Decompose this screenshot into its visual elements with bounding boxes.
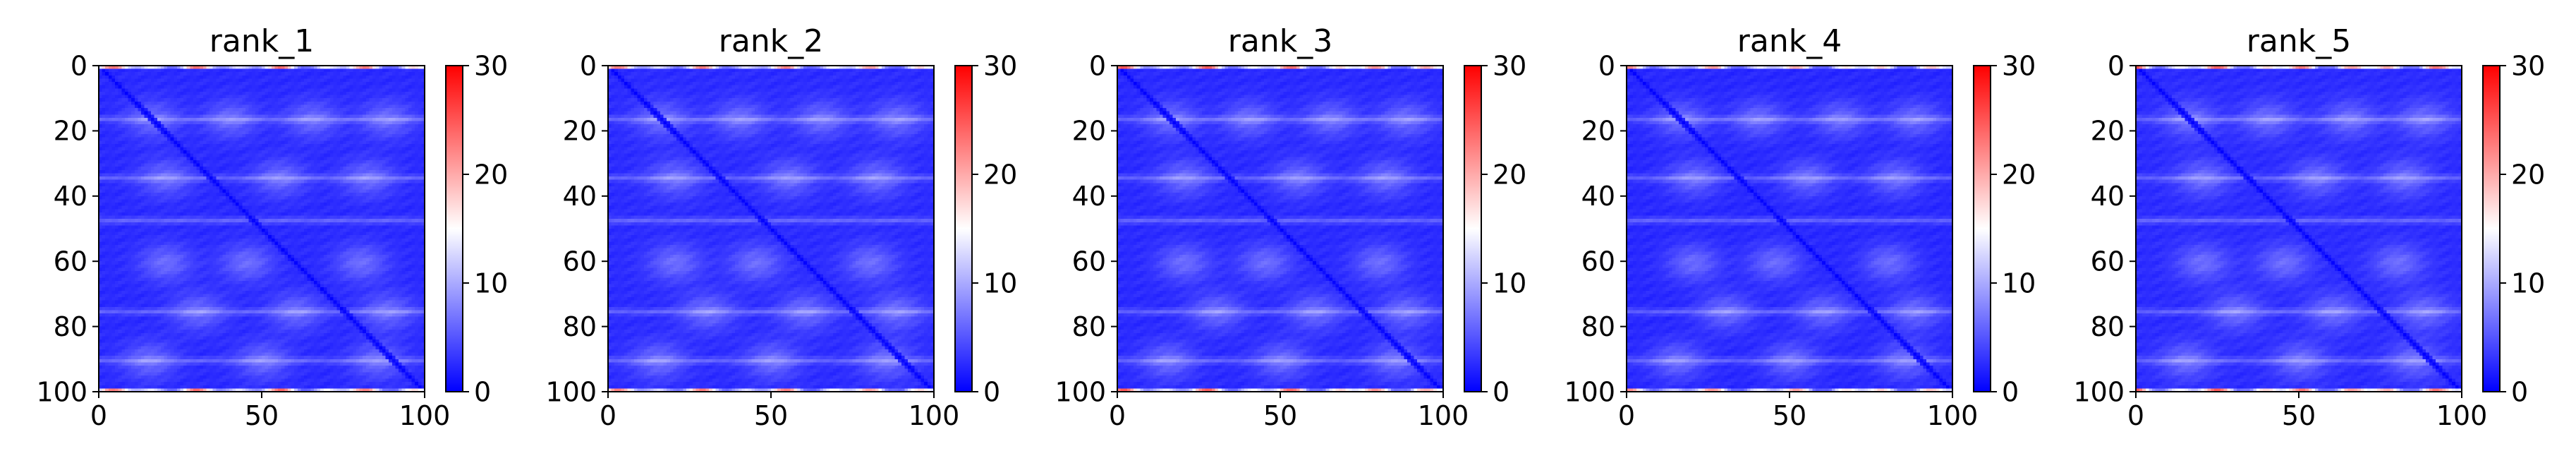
heatmap-image <box>2136 66 2462 392</box>
colorbar-tick-label: 30 <box>1493 50 1526 81</box>
y-tick-label: 0 <box>1598 50 1615 81</box>
y-tick-label: 80 <box>1072 311 1106 342</box>
colorbar-tick-label: 0 <box>2511 376 2528 407</box>
x-tick-label: 50 <box>1773 400 1806 431</box>
x-tick-label: 50 <box>1263 400 1297 431</box>
y-tick-label: 60 <box>1581 246 1615 277</box>
x-tick-label: 100 <box>399 400 451 431</box>
colorbar-tick-label: 10 <box>474 267 508 299</box>
y-tick-label: 20 <box>563 116 597 147</box>
x-tick-label: 0 <box>1109 400 1126 431</box>
x-tick-label: 100 <box>909 400 960 431</box>
y-tick-label: 0 <box>71 50 87 81</box>
colorbar <box>955 66 972 392</box>
x-tick-label: 50 <box>2282 400 2316 431</box>
colorbar-tick-label: 0 <box>983 376 1000 407</box>
y-tick-label: 100 <box>545 376 597 407</box>
y-tick-label: 80 <box>2091 311 2125 342</box>
panel-title: rank_4 <box>1737 23 1842 59</box>
x-tick-label: 0 <box>90 400 107 431</box>
y-tick-label: 20 <box>1581 116 1615 147</box>
y-tick-label: 40 <box>563 181 597 212</box>
panel-title: rank_3 <box>1228 23 1332 59</box>
heatmap-image <box>1117 66 1443 392</box>
y-tick-label: 0 <box>1089 50 1106 81</box>
y-tick-label: 20 <box>54 116 87 147</box>
heatmap-image <box>99 66 425 392</box>
panel-title: rank_2 <box>719 23 823 59</box>
y-tick-label: 60 <box>2091 246 2125 277</box>
y-tick-label: 60 <box>1072 246 1106 277</box>
colorbar-tick-label: 0 <box>474 376 491 407</box>
y-tick-label: 60 <box>54 246 87 277</box>
x-tick-label: 0 <box>2127 400 2144 431</box>
colorbar-tick-label: 10 <box>2002 267 2036 299</box>
y-tick-label: 40 <box>1072 181 1106 212</box>
panel-title: rank_1 <box>209 23 314 59</box>
colorbar <box>446 66 463 392</box>
y-tick-label: 80 <box>54 311 87 342</box>
y-tick-label: 0 <box>2108 50 2125 81</box>
colorbar-tick-label: 0 <box>1493 376 1509 407</box>
colorbar-tick-label: 30 <box>474 50 508 81</box>
colorbar-tick-label: 20 <box>2002 159 2036 190</box>
y-tick-label: 100 <box>1564 376 1615 407</box>
y-tick-label: 0 <box>580 50 597 81</box>
heatmap-image <box>608 66 934 392</box>
colorbar <box>1974 66 1991 392</box>
colorbar-tick-label: 10 <box>1493 267 1526 299</box>
colorbar <box>2483 66 2500 392</box>
colorbar-tick-label: 30 <box>2511 50 2545 81</box>
y-tick-label: 100 <box>1055 376 1106 407</box>
colorbar-tick-label: 20 <box>1493 159 1526 190</box>
colorbar-tick-label: 30 <box>983 50 1017 81</box>
heatmap-image <box>1627 66 1952 392</box>
x-tick-label: 0 <box>1618 400 1635 431</box>
colorbar-tick-label: 20 <box>2511 159 2545 190</box>
y-tick-label: 80 <box>563 311 597 342</box>
x-tick-label: 50 <box>754 400 788 431</box>
y-tick-label: 20 <box>1072 116 1106 147</box>
colorbar-tick-label: 20 <box>474 159 508 190</box>
y-tick-label: 40 <box>54 181 87 212</box>
colorbar <box>1464 66 1481 392</box>
x-tick-label: 100 <box>1418 400 1469 431</box>
y-tick-label: 20 <box>2091 116 2125 147</box>
x-tick-label: 100 <box>2436 400 2488 431</box>
colorbar-tick-label: 30 <box>2002 50 2036 81</box>
colorbar-tick-label: 10 <box>2511 267 2545 299</box>
x-tick-label: 0 <box>600 400 616 431</box>
colorbar-tick-label: 10 <box>983 267 1017 299</box>
y-tick-label: 40 <box>1581 181 1615 212</box>
y-tick-label: 100 <box>36 376 87 407</box>
y-tick-label: 40 <box>2091 181 2125 212</box>
colorbar-tick-label: 0 <box>2002 376 2019 407</box>
x-tick-label: 50 <box>245 400 279 431</box>
y-tick-label: 100 <box>2073 376 2125 407</box>
y-tick-label: 60 <box>563 246 597 277</box>
panel-title: rank_5 <box>2247 23 2351 59</box>
colorbar-tick-label: 20 <box>983 159 1017 190</box>
x-tick-label: 100 <box>1927 400 1979 431</box>
y-tick-label: 80 <box>1581 311 1615 342</box>
